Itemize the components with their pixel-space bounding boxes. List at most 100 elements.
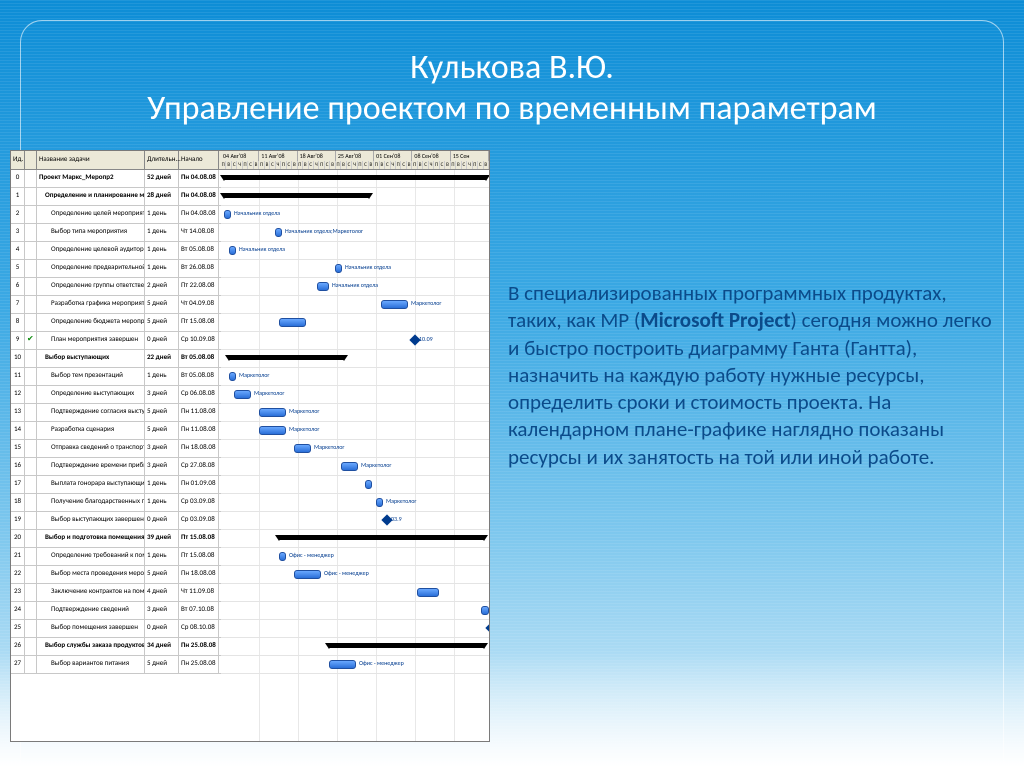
task-start: Пн 11.08.08: [179, 404, 219, 421]
task-start: Ср 10.09.08: [179, 332, 219, 349]
col-indicator-header: [25, 151, 37, 169]
gantt-row: [221, 476, 489, 494]
task-duration: 3 дней: [145, 440, 179, 457]
task-name: Выбор выступающих завершен: [37, 512, 145, 529]
task-start: Пн 18.08.08: [179, 440, 219, 457]
task-duration: 0 дней: [145, 620, 179, 637]
task-row: 16Подтверждение времени прибытия высту..…: [11, 458, 221, 476]
task-row: 7Разработка графика мероприятия5 днейЧт …: [11, 296, 221, 314]
gantt-body: 0Проект Маркс_Меропр252 днейПн 04.08.081…: [11, 170, 489, 741]
task-name: Определение бюджета мероприятия: [37, 314, 145, 331]
bar-label: Офис - менеджер: [359, 659, 404, 667]
bar-label: Маркетолог: [314, 443, 344, 451]
week-header: 18 Авг'08: [298, 151, 336, 161]
task-duration: 5 дней: [145, 422, 179, 439]
task-indicator: ✔: [25, 332, 37, 349]
gantt-row: [221, 620, 489, 638]
task-indicator: [25, 566, 37, 583]
bar-label: Начальник отдела;Маркетолог: [285, 227, 363, 235]
task-name: Выбор тем презентаций: [37, 368, 145, 385]
bar-label: Маркетолог: [239, 371, 269, 379]
task-duration: 1 день: [145, 242, 179, 259]
task-name: Заключение контрактов на помещение: [37, 584, 145, 601]
task-id: 2: [11, 206, 25, 223]
task-start: Вт 26.08.08: [179, 260, 219, 277]
task-bar: [229, 246, 236, 255]
task-duration: 1 день: [145, 224, 179, 241]
task-id: 26: [11, 638, 25, 655]
gantt-row: [221, 170, 489, 188]
task-bar: [275, 228, 282, 237]
bar-label: Маркетолог: [289, 407, 319, 415]
body-text: В специализированных программных продукт…: [508, 150, 1014, 742]
task-id: 10: [11, 350, 25, 367]
gantt-row: Начальник отдела: [221, 242, 489, 260]
task-duration: 5 дней: [145, 656, 179, 673]
task-duration: 28 дней: [145, 188, 179, 205]
task-start: Пн 11.08.08: [179, 422, 219, 439]
task-name: Выбор вариантов питания: [37, 656, 145, 673]
task-start: Пн 18.08.08: [179, 566, 219, 583]
task-duration: 1 день: [145, 494, 179, 511]
task-row: 8Определение бюджета мероприятия5 днейПт…: [11, 314, 221, 332]
task-table-body: 0Проект Маркс_Меропр252 днейПн 04.08.081…: [11, 170, 221, 741]
task-indicator: [25, 458, 37, 475]
content-area: Ид. Название задачи Длительн... Начало 0…: [10, 150, 1014, 742]
task-row: 6Определение группы ответственных за м..…: [11, 278, 221, 296]
task-duration: 5 дней: [145, 314, 179, 331]
task-start: Ср 03.09.08: [179, 512, 219, 529]
task-start: Пт 15.08.08: [179, 530, 219, 547]
bar-label: Маркетолог: [361, 461, 391, 469]
task-name: Выбор службы заказа продуктов и управлен…: [37, 638, 145, 655]
task-start: Вт 05.08.08: [179, 350, 219, 367]
task-name: План мероприятия завершен: [37, 332, 145, 349]
task-row: 11Выбор тем презентаций1 деньВт 05.08.08: [11, 368, 221, 386]
task-start: Ср 03.09.08: [179, 494, 219, 511]
week-header: 15 Сен: [451, 151, 489, 161]
task-id: 9: [11, 332, 25, 349]
summary-bar: [224, 175, 486, 180]
task-duration: 3 дней: [145, 386, 179, 403]
summary-bar: [229, 355, 344, 360]
day-header: В: [484, 161, 489, 169]
task-bar: [341, 462, 358, 471]
task-indicator: [25, 350, 37, 367]
task-id: 18: [11, 494, 25, 511]
body-bold: Microsoft Project: [640, 307, 790, 333]
task-bar: [229, 372, 236, 381]
gantt-row: [221, 602, 489, 620]
weeks-row: 04 Авг'0811 Авг'0818 Авг'0825 Авг'0801 С…: [221, 151, 489, 161]
task-name: Подтверждение сведений: [37, 602, 145, 619]
task-id: 24: [11, 602, 25, 619]
task-bar: [224, 210, 231, 219]
task-bar: [365, 480, 372, 489]
bar-label: 03.9: [391, 515, 402, 523]
task-bar: [294, 570, 321, 579]
task-start: Вт 05.08.08: [179, 242, 219, 259]
gantt-row: Офис - менеджер: [221, 566, 489, 584]
task-row: 10 Выбор выступающих22 днейВт 05.08.08: [11, 350, 221, 368]
task-duration: 22 дней: [145, 350, 179, 367]
task-row: 15Отправка сведений о транспорте и...3 д…: [11, 440, 221, 458]
bar-label: Маркетолог: [411, 299, 441, 307]
gantt-row: [221, 350, 489, 368]
task-id: 5: [11, 260, 25, 277]
task-name: Выбор выступающих: [37, 350, 145, 367]
task-id: 16: [11, 458, 25, 475]
task-row: 26 Выбор службы заказа продуктов и управл…: [11, 638, 221, 656]
title-line1: Кулькова В.Ю.: [0, 48, 1024, 89]
gantt-row: Маркетолог: [221, 494, 489, 512]
task-name: Определение требований к помещению и...: [37, 548, 145, 565]
gantt-row: Маркетолог: [221, 458, 489, 476]
gantt-row: Маркетолог: [221, 386, 489, 404]
summary-bar: [224, 193, 369, 198]
slide: Кулькова В.Ю. Управление проектом по вре…: [0, 0, 1024, 767]
task-start: Ср 06.08.08: [179, 386, 219, 403]
task-indicator: [25, 242, 37, 259]
task-duration: 0 дней: [145, 512, 179, 529]
task-id: 6: [11, 278, 25, 295]
milestone-icon: [485, 622, 490, 633]
task-row: 14Разработка сценария5 днейПн 11.08.08: [11, 422, 221, 440]
task-duration: 39 дней: [145, 530, 179, 547]
task-duration: 5 дней: [145, 566, 179, 583]
